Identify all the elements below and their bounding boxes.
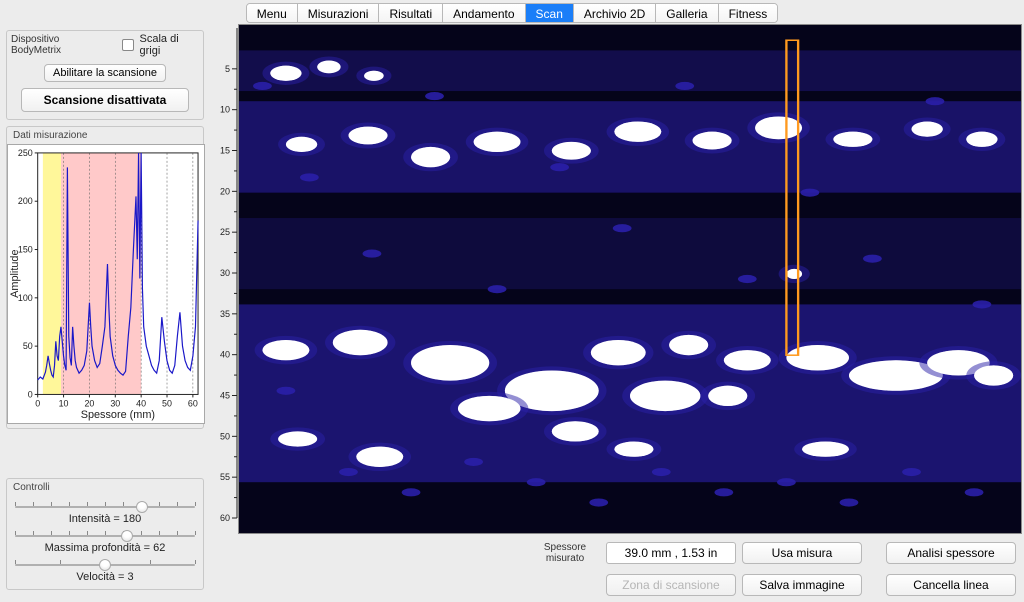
- measurement-data-title: Dati misurazione: [7, 127, 203, 144]
- slider-label: Massima profondità = 62: [15, 542, 195, 554]
- clear-line-button[interactable]: Cancella linea: [886, 574, 1016, 596]
- svg-text:30: 30: [220, 268, 230, 278]
- svg-text:250: 250: [18, 148, 33, 158]
- svg-text:40: 40: [136, 398, 146, 408]
- tab-risultati[interactable]: Risultati: [379, 4, 443, 22]
- svg-text:20: 20: [220, 186, 230, 196]
- thickness-value: 39.0 mm , 1.53 in: [606, 542, 736, 564]
- svg-text:20: 20: [84, 398, 94, 408]
- scan-image[interactable]: [238, 24, 1022, 534]
- tab-bar: MenuMisurazioniRisultatiAndamentoScanArc…: [0, 0, 1024, 24]
- device-label: Dispositivo BodyMetrix: [11, 34, 110, 56]
- tab-archivio-2d[interactable]: Archivio 2D: [574, 4, 656, 22]
- slider-0[interactable]: Intensità = 180: [7, 496, 203, 525]
- svg-text:30: 30: [110, 398, 120, 408]
- tab-fitness[interactable]: Fitness: [719, 4, 778, 22]
- svg-text:50: 50: [23, 341, 33, 351]
- svg-text:Amplitude: Amplitude: [9, 249, 21, 297]
- svg-text:15: 15: [220, 146, 230, 156]
- tab-galleria[interactable]: Galleria: [656, 4, 718, 22]
- save-image-button[interactable]: Salva immagine: [742, 574, 862, 596]
- svg-text:50: 50: [220, 431, 230, 441]
- measurement-data-box: Dati misurazione 05010015020025001020304…: [6, 126, 204, 429]
- svg-text:35: 35: [220, 309, 230, 319]
- svg-text:Spessore (mm): Spessore (mm): [81, 409, 155, 421]
- amplitude-chart: 0501001502002500102030405060Spessore (mm…: [7, 144, 205, 424]
- svg-text:50: 50: [162, 398, 172, 408]
- svg-text:10: 10: [220, 105, 230, 115]
- use-measure-button[interactable]: Usa misura: [742, 542, 862, 564]
- thickness-label: Spessore misurato: [530, 542, 600, 564]
- controls-title: Controlli: [7, 479, 203, 496]
- greyscale-label: Scala di grigi: [140, 33, 201, 57]
- depth-ruler: 5 10 15 20 25 30 35 40 45 50 55 60: [210, 24, 238, 534]
- right-panel: 5 10 15 20 25 30 35 40 45 50 55 60 Spessore misurat…: [210, 24, 1024, 602]
- svg-text:45: 45: [220, 391, 230, 401]
- svg-text:25: 25: [220, 227, 230, 237]
- slider-thumb[interactable]: [99, 559, 111, 571]
- bottom-toolbar: Spessore misurato 39.0 mm , 1.53 in Usa …: [210, 534, 1024, 602]
- scan-status-button[interactable]: Scansione disattivata: [21, 88, 190, 112]
- svg-text:60: 60: [220, 513, 230, 522]
- enable-scan-button[interactable]: Abilitare la scansione: [44, 64, 166, 82]
- slider-label: Intensità = 180: [15, 513, 195, 525]
- slider-thumb[interactable]: [136, 501, 148, 513]
- device-box: Dispositivo BodyMetrix Scala di grigi Ab…: [6, 30, 204, 120]
- svg-text:200: 200: [18, 196, 33, 206]
- svg-text:10: 10: [59, 398, 69, 408]
- slider-1[interactable]: Massima profondità = 62: [7, 525, 203, 554]
- slider-2[interactable]: Velocità = 3: [7, 554, 203, 583]
- svg-text:5: 5: [225, 64, 230, 74]
- svg-text:0: 0: [35, 398, 40, 408]
- controls-box: Controlli Intensità = 180 Massima profond…: [6, 478, 204, 590]
- tab-scan[interactable]: Scan: [526, 4, 574, 22]
- greyscale-checkbox[interactable]: [122, 39, 134, 51]
- tab-misurazioni[interactable]: Misurazioni: [298, 4, 380, 22]
- svg-text:60: 60: [188, 398, 198, 408]
- tab-andamento[interactable]: Andamento: [443, 4, 525, 22]
- svg-text:55: 55: [220, 472, 230, 482]
- svg-text:0: 0: [28, 389, 33, 399]
- tab-menu[interactable]: Menu: [247, 4, 298, 22]
- left-panel: Dispositivo BodyMetrix Scala di grigi Ab…: [0, 24, 210, 602]
- slider-label: Velocità = 3: [15, 571, 195, 583]
- slider-thumb[interactable]: [121, 530, 133, 542]
- scan-zone-button[interactable]: Zona di scansione: [606, 574, 736, 596]
- svg-text:40: 40: [220, 350, 230, 360]
- analyze-thickness-button[interactable]: Analisi spessore: [886, 542, 1016, 564]
